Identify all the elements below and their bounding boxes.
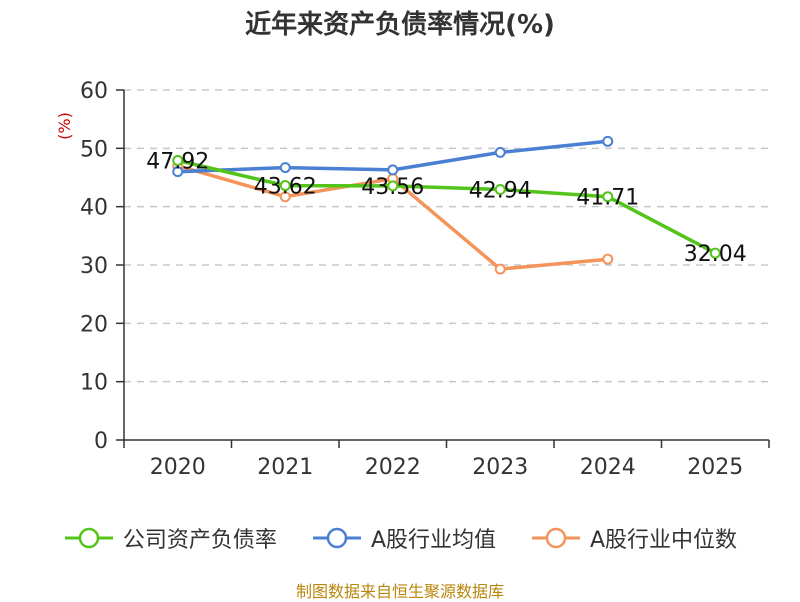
y-tick-label: 40 xyxy=(80,196,108,221)
data-point xyxy=(279,180,291,192)
data-point xyxy=(602,191,614,203)
data-point xyxy=(172,154,184,166)
data-label: 47.92 xyxy=(146,149,209,174)
data-point xyxy=(494,184,506,196)
data-point xyxy=(709,247,721,259)
y-tick-label: 50 xyxy=(80,137,108,162)
data-label: 43.62 xyxy=(254,175,317,200)
y-tick-label: 60 xyxy=(80,79,108,104)
legend-marker-industry-mean xyxy=(326,527,348,549)
legend-item-industry-median[interactable]: A股行业中位数 xyxy=(530,522,737,554)
legend-swatch-industry-median xyxy=(532,527,580,549)
data-point xyxy=(602,135,614,147)
x-tick-label: 2020 xyxy=(150,455,206,480)
chart-title: 近年来资产负债率情况(%) xyxy=(245,10,555,40)
legend-marker-industry-median xyxy=(545,527,567,549)
data-point xyxy=(494,146,506,158)
legend-item-company[interactable]: 公司资产负债率 xyxy=(63,522,277,554)
x-tick-label: 2021 xyxy=(257,455,313,480)
data-label: 43.56 xyxy=(361,175,424,200)
legend-swatch-industry-mean xyxy=(312,527,361,549)
legend-label-industry-mean: A股行业均值 xyxy=(370,528,496,553)
x-tick-label: 2024 xyxy=(580,455,636,480)
chart-legend: 公司资产负债率 A股行业均值 A股行业中位数 xyxy=(0,520,800,556)
legend-item-industry-mean[interactable]: A股行业均值 xyxy=(311,522,496,554)
data-label: 32.04 xyxy=(684,242,747,267)
legend-marker-company xyxy=(78,527,100,549)
data-point xyxy=(602,253,614,265)
legend-swatch-company xyxy=(64,527,113,549)
y-axis-label: (%) xyxy=(55,112,74,140)
x-tick-label: 2025 xyxy=(687,455,743,480)
data-point xyxy=(494,263,506,275)
data-source-note: 制图数据来自恒生聚源数据库 xyxy=(295,582,504,601)
y-tick-label: 20 xyxy=(80,312,108,337)
data-label: 42.94 xyxy=(469,179,532,204)
data-label: 41.71 xyxy=(576,186,639,211)
data-point xyxy=(387,180,399,192)
series-line xyxy=(177,158,717,255)
data-point xyxy=(387,164,399,176)
y-tick-label: 30 xyxy=(80,254,108,279)
data-point xyxy=(172,166,184,178)
y-tick-label: 0 xyxy=(94,429,108,454)
x-tick-label: 2022 xyxy=(365,455,421,480)
legend-label-company: 公司资产负债率 xyxy=(122,528,277,553)
x-tick-label: 2023 xyxy=(472,455,528,480)
y-tick-label: 10 xyxy=(80,371,108,396)
data-point xyxy=(279,162,291,174)
legend-label-industry-median: A股行业中位数 xyxy=(590,528,738,553)
data-point xyxy=(279,191,291,203)
